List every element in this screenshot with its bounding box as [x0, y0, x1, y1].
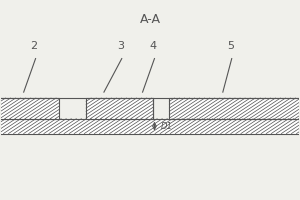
Text: 3: 3	[117, 41, 124, 51]
Text: 5: 5	[227, 41, 234, 51]
Bar	[86, 98, 153, 119]
Text: 4: 4	[149, 41, 157, 51]
Text: D1: D1	[161, 122, 173, 131]
Bar	[169, 98, 300, 119]
Text: 2: 2	[31, 41, 38, 51]
Text: A-A: A-A	[140, 13, 160, 26]
Bar	[0, 119, 300, 134]
Bar	[0, 98, 59, 119]
